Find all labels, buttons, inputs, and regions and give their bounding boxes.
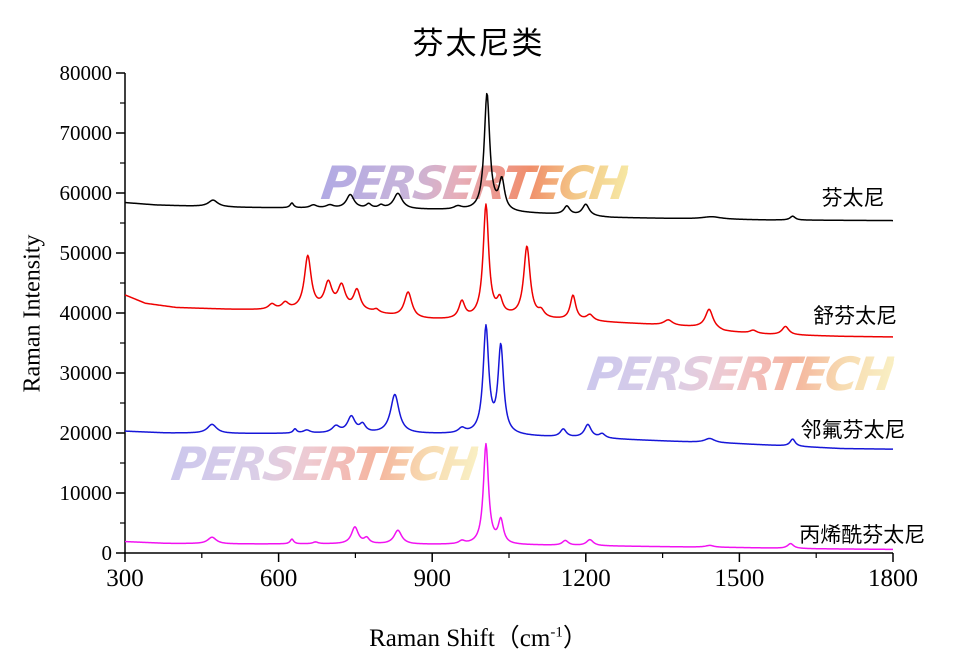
y-tick-label: 0 — [101, 541, 113, 565]
spectrum-trace-acryl-fentanyl — [124, 442, 894, 551]
spectrum-trace-fentanyl — [124, 92, 893, 222]
y-tick-label: 20000 — [59, 421, 113, 445]
series-label-ortho-fluorofentanyl: 邻氟芬太尼 — [800, 417, 906, 442]
spectrum-trace-ortho-fluorofentanyl — [124, 324, 894, 450]
x-tick-label: 300 — [106, 565, 144, 592]
x-tick-label: 1500 — [714, 565, 765, 592]
series-label-fentanyl: 芬太尼 — [821, 186, 885, 211]
x-axis-title-close: ） — [562, 625, 588, 652]
series-label-sufentanil: 舒芬太尼 — [813, 304, 898, 329]
x-tick-label: 1200 — [560, 565, 611, 592]
y-tick-label: 30000 — [59, 361, 113, 385]
spectrum-trace-sufentanil — [124, 203, 894, 338]
y-tick-label: 10000 — [59, 481, 113, 505]
y-tick-label: 40000 — [59, 301, 113, 325]
x-axis-title-text: Raman Shift（cm — [369, 625, 551, 652]
x-tick-label: 1800 — [868, 565, 918, 592]
series-label-acryl-fentanyl: 丙烯酰芬太尼 — [799, 523, 926, 548]
y-tick-label: 60000 — [59, 181, 113, 205]
y-tick-label: 50000 — [59, 241, 113, 265]
chart-title: 芬太尼类 — [412, 26, 545, 61]
x-axis-title: Raman Shift（cm-1） — [0, 618, 957, 654]
y-tick-label: 80000 — [59, 61, 113, 85]
x-axis-title-superscript: -1 — [550, 624, 563, 641]
y-tick-label: 70000 — [59, 121, 113, 145]
x-tick-label: 900 — [413, 565, 451, 592]
x-tick-label: 600 — [259, 565, 298, 592]
